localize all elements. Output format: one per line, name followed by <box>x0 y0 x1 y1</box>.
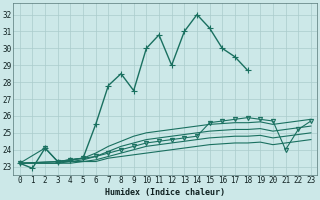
X-axis label: Humidex (Indice chaleur): Humidex (Indice chaleur) <box>105 188 225 197</box>
